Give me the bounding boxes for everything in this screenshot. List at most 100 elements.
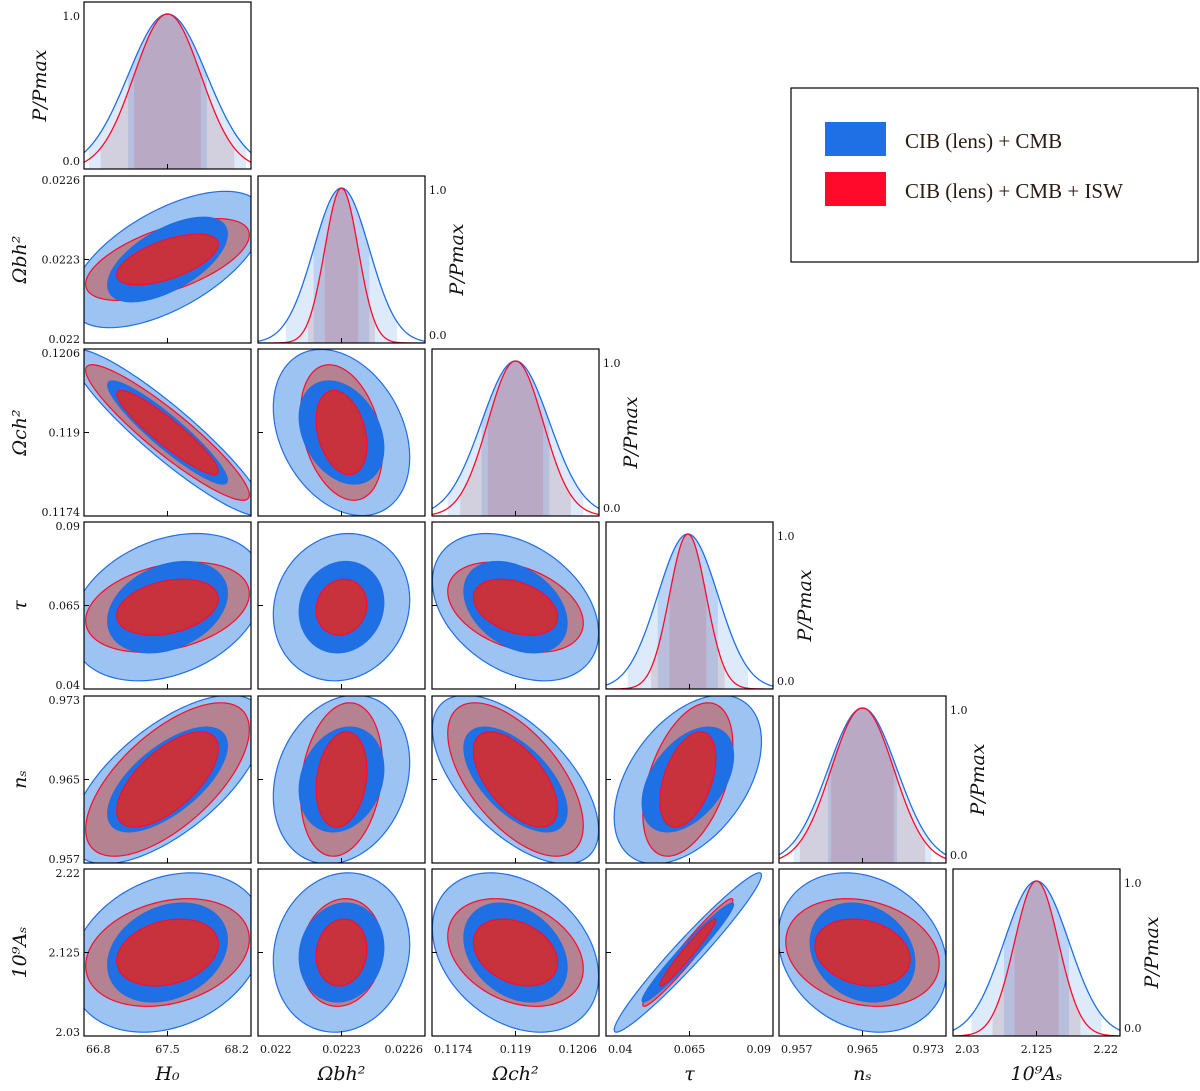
panel-Och2-Och2 — [431, 348, 600, 517]
contour-68-ns-Obh2-series1 — [315, 731, 368, 828]
marginal-95-band-Och2-series1 — [460, 361, 571, 516]
contour-68-ns-tau-series1 — [659, 731, 717, 828]
panel-tau-tau — [605, 521, 774, 690]
panel-tau-Obh2 — [257, 521, 426, 690]
legend-label-cmb-isw: CIB (lens) + CMB + ISW — [905, 179, 1123, 203]
panel-As-tau — [605, 868, 774, 1037]
pmax-tick-label: 1.0 — [950, 704, 968, 717]
panel-ns-ns — [778, 695, 947, 864]
x-tick-label: 0.973 — [913, 1043, 945, 1056]
x-tick-label: 0.0226 — [385, 1043, 424, 1056]
marginal-95-band-Och2-series0 — [447, 361, 584, 516]
panel-H0-H0 — [83, 1, 252, 170]
marginal-curve-Obh2-series1 — [258, 187, 425, 343]
marginal-68-band-As-series1 — [1014, 881, 1059, 1036]
x-axis-label-ns: nₛ — [853, 1063, 872, 1085]
y-axis-label-Och2: Ωch² — [9, 409, 31, 456]
contour-68-As-H0-series1 — [116, 918, 219, 987]
pmax-tick-label: 0.0 — [950, 849, 968, 862]
x-tick-label: 66.8 — [86, 1043, 111, 1056]
contour-68-tau-Obh2-series1 — [315, 578, 368, 636]
y-tick-label: 0.022 — [49, 333, 81, 346]
contour-68-Obh2-H0-series1 — [116, 233, 219, 286]
legend-swatch-cmb — [825, 122, 886, 156]
y-axis-label-ns: nₛ — [9, 770, 31, 789]
x-tick-label: 0.965 — [847, 1043, 879, 1056]
marginal-95-band-As-series0 — [971, 881, 1102, 1036]
panel-As-H0 — [83, 868, 252, 1037]
pmax-tick-label: 1.0 — [777, 530, 795, 543]
panel-tau-Och2 — [431, 521, 600, 690]
marginal-68-band-tau-series1 — [669, 534, 707, 689]
y-tick-label: 0.973 — [49, 694, 81, 707]
legend: CIB (lens) + CMB CIB (lens) + CMB + ISW — [790, 87, 1199, 263]
x-axis-label-Obh2: Ωbh² — [317, 1063, 366, 1085]
pmax-axis-label: P/Pmax — [1141, 916, 1163, 989]
y-axis-label-Obh2: Ωbh² — [9, 236, 31, 285]
marginal-68-band-ns-series0 — [828, 708, 897, 863]
contour-68-ns-Och2-series1 — [472, 731, 559, 828]
pmax-tick-label: 0.0 — [63, 155, 81, 168]
x-tick-label: 0.119 — [500, 1043, 532, 1056]
contour-68-As-tau-series1 — [659, 918, 717, 987]
pmax-tick-label: 1.0 — [429, 184, 447, 197]
y-tick-label: 0.119 — [49, 427, 81, 440]
x-tick-label: 0.022 — [260, 1043, 292, 1056]
marginal-curve-H0-series1 — [84, 13, 251, 163]
x-tick-label: 2.22 — [1094, 1043, 1119, 1056]
x-tick-label: 0.957 — [781, 1043, 813, 1056]
y-tick-label: 0.09 — [56, 520, 81, 533]
panel-ns-Obh2 — [257, 695, 426, 864]
pmax-axis-label: P/Pmax — [794, 569, 816, 642]
contour-68-tau-Och2-series1 — [472, 578, 559, 636]
marginal-95-band-Obh2-series1 — [308, 188, 375, 343]
pmax-tick-label: 0.0 — [777, 675, 795, 688]
contour-68-As-Och2-series1 — [472, 918, 559, 987]
panel-ns-tau — [605, 695, 774, 864]
x-tick-label: 68.2 — [225, 1043, 250, 1056]
panel-As-Och2 — [431, 868, 600, 1037]
legend-swatch-cmb-isw — [825, 172, 886, 206]
marginal-68-band-ns-series1 — [831, 708, 894, 863]
x-tick-label: 67.5 — [155, 1043, 180, 1056]
pmax-tick-label: 1.0 — [63, 10, 81, 23]
x-tick-label: 2.03 — [955, 1043, 980, 1056]
x-axis-label-H0: H₀ — [154, 1063, 180, 1085]
x-tick-label: 0.065 — [674, 1043, 706, 1056]
legend-label-cmb: CIB (lens) + CMB — [905, 129, 1062, 153]
y-axis-label-tau: τ — [9, 600, 31, 611]
panel-Obh2-Obh2 — [257, 175, 426, 344]
contour-68-Och2-Obh2-series1 — [315, 389, 368, 476]
contour-68-ns-H0-series1 — [116, 731, 219, 828]
panel-As-Obh2 — [257, 868, 426, 1037]
marginal-curve-Och2-series1 — [432, 360, 599, 516]
pmax-axis-label: P/Pmax — [29, 49, 51, 122]
y-tick-label: 2.125 — [49, 947, 81, 960]
y-tick-label: 2.03 — [56, 1026, 81, 1039]
marginal-95-band-H0-series1 — [100, 14, 235, 169]
panel-As-ns — [778, 868, 947, 1037]
y-tick-label: 0.0226 — [42, 174, 81, 187]
marginal-68-band-Och2-series1 — [487, 361, 544, 516]
marginal-68-band-Obh2-series1 — [324, 188, 359, 343]
x-tick-label: 0.1206 — [559, 1043, 598, 1056]
y-tick-label: 0.965 — [49, 774, 81, 787]
contour-68-As-Obh2-series1 — [315, 918, 368, 987]
marginal-68-band-tau-series0 — [657, 534, 718, 689]
pmax-tick-label: 1.0 — [1124, 877, 1142, 890]
panel-tau-H0 — [83, 521, 252, 690]
panel-ns-Och2 — [431, 695, 600, 864]
marginal-68-band-H0-series0 — [128, 14, 207, 169]
y-tick-label: 0.0223 — [42, 254, 81, 267]
y-tick-label: 0.1174 — [42, 506, 81, 519]
x-tick-label: 0.0223 — [322, 1043, 361, 1056]
pmax-axis-label: P/Pmax — [967, 743, 989, 816]
marginal-curve-As-series1 — [953, 880, 1120, 1036]
contour-68-tau-H0-series1 — [116, 578, 219, 636]
panel-Och2-Obh2 — [257, 348, 426, 517]
marginal-95-band-As-series1 — [992, 881, 1081, 1036]
pmax-axis-label: P/Pmax — [620, 396, 642, 469]
y-axis-label-As: 10⁹Aₛ — [9, 927, 31, 979]
y-tick-label: 0.04 — [56, 679, 81, 692]
